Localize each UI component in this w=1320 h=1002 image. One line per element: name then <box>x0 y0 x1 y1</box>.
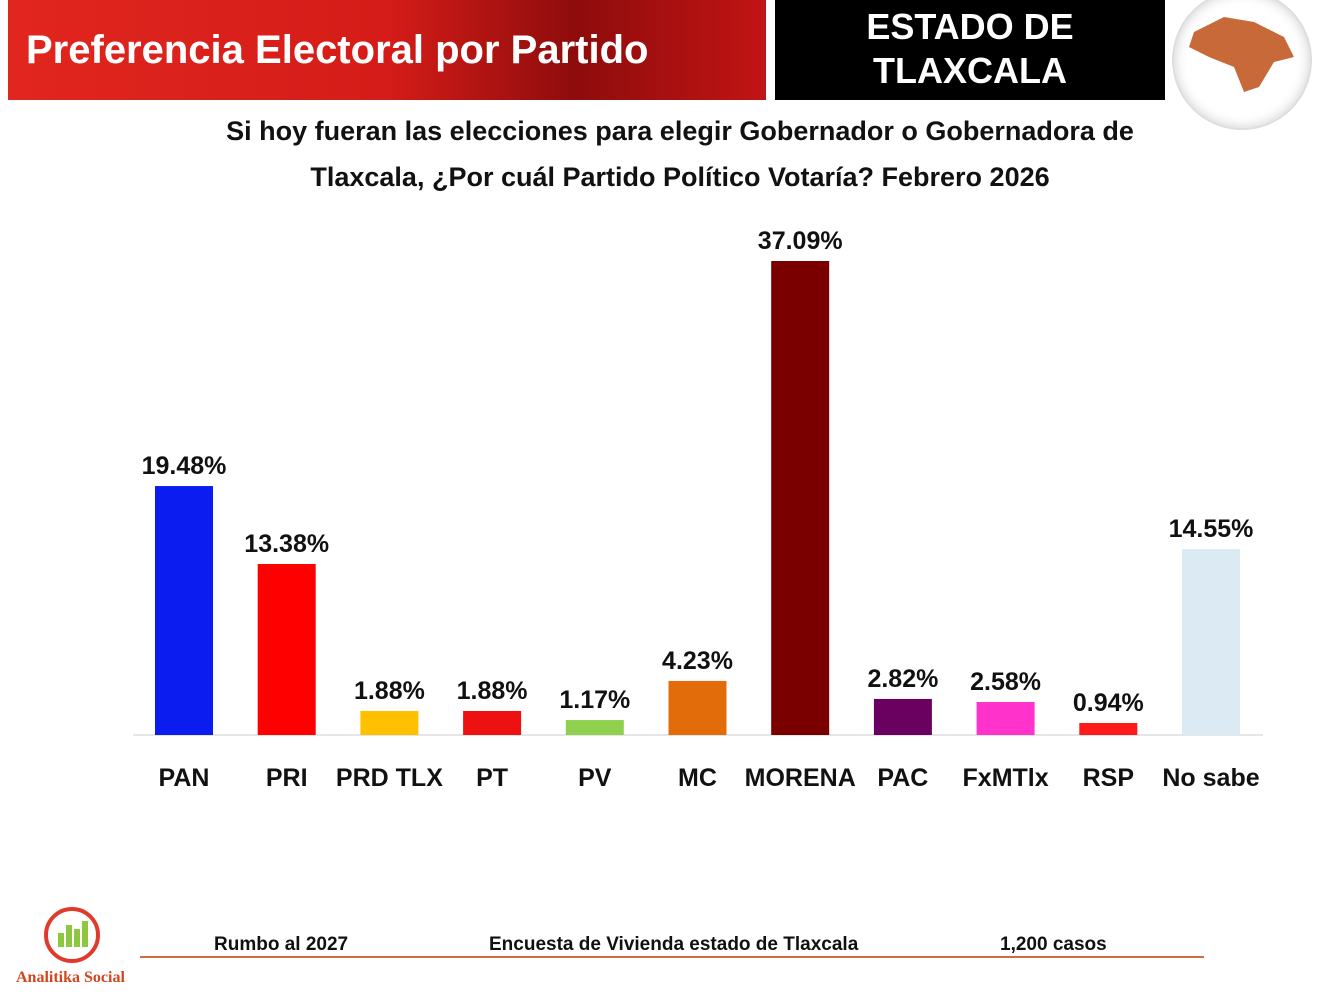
page-title: Preferencia Electoral por Partido <box>26 28 649 72</box>
data-label: 1.88% <box>457 677 528 705</box>
header-banner: Preferencia Electoral por Partido <box>8 0 766 100</box>
bar-prd-tlx <box>360 710 419 735</box>
data-label: 1.17% <box>559 686 630 714</box>
footer-right: 1,200 casos <box>1000 934 1107 955</box>
data-label: 1.88% <box>354 677 425 705</box>
bar-morena <box>771 261 830 735</box>
x-tick-label: PRI <box>266 764 308 792</box>
state-line-2: TLAXCALA <box>873 50 1067 91</box>
x-tick-label: RSP <box>1083 764 1134 792</box>
bar-rsp <box>1079 722 1138 735</box>
data-label: 2.58% <box>970 668 1041 696</box>
bar-pri <box>257 564 316 735</box>
data-label: 37.09% <box>758 227 843 255</box>
bar-mc <box>668 680 727 735</box>
svg-text:Analitika Social: Analitika Social <box>16 969 125 986</box>
state-line-1: ESTADO DE <box>866 6 1074 47</box>
x-tick-label: FxMTlx <box>963 764 1049 792</box>
x-tick-label: PT <box>476 764 508 792</box>
chart-title-line-1: Si hoy fueran las elecciones para elegir… <box>226 116 1134 146</box>
x-tick-label: MORENA <box>745 764 856 792</box>
data-label: 4.23% <box>662 647 733 675</box>
x-tick-label: PAN <box>159 764 210 792</box>
bar-pan <box>155 486 213 735</box>
x-tick-label: PV <box>578 764 612 792</box>
x-tick-label: No sabe <box>1162 764 1259 792</box>
bar-pac <box>873 698 932 735</box>
x-tick-label: PRD TLX <box>336 764 443 792</box>
footer-divider <box>140 956 1204 958</box>
footer-center: Encuesta de Vivienda estado de Tlaxcala <box>489 934 859 955</box>
chart-title: Si hoy fueran las elecciones para elegir… <box>130 108 1230 200</box>
bar-no-sabe <box>1182 549 1240 735</box>
footer-left: Rumbo al 2027 <box>214 934 349 955</box>
bar-pt <box>463 710 522 735</box>
data-label: 13.38% <box>244 530 329 558</box>
bar-pv <box>565 720 624 735</box>
data-label: 14.55% <box>1169 515 1254 543</box>
x-tick-label: MC <box>678 764 717 792</box>
data-label: 19.48% <box>142 452 227 480</box>
chart-title-line-2: Tlaxcala, ¿Por cuál Partido Político Vot… <box>310 162 1050 192</box>
data-label: 0.94% <box>1073 689 1144 717</box>
data-label: 2.82% <box>867 665 938 693</box>
tlaxcala-map-icon <box>1172 0 1312 130</box>
x-tick-label: PAC <box>877 764 928 792</box>
bar-fxmtlx <box>976 702 1035 735</box>
state-banner: ESTADO DE TLAXCALA <box>775 0 1165 100</box>
analitika-social-logo: Analitika Social <box>14 905 138 990</box>
